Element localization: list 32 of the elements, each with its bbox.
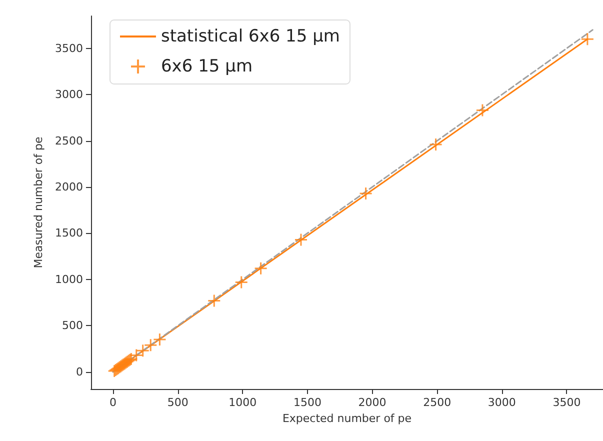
x-axis-title: Expected number of pe [282, 412, 412, 425]
x-tick-label: 500 [167, 396, 188, 409]
point [136, 344, 150, 358]
point [144, 338, 158, 352]
x-tick-label: 0 [110, 396, 117, 409]
y-tick-label: 500 [62, 319, 83, 332]
y-tick-label: 1500 [55, 226, 83, 240]
y-tick-label: 0 [76, 365, 83, 378]
point [476, 104, 490, 118]
x-tick-label: 1000 [228, 396, 257, 409]
point [429, 138, 443, 152]
point [207, 294, 221, 308]
legend-label: statistical 6x6 15 µm [160, 26, 340, 46]
point [234, 275, 248, 289]
point [130, 348, 144, 362]
y-tick-label: 2000 [55, 180, 83, 194]
x-tick-label: 3000 [488, 396, 516, 409]
point [580, 32, 594, 46]
y-tick-label: 2500 [55, 134, 83, 148]
y-tick-label: 3500 [55, 42, 83, 55]
point [152, 332, 166, 346]
point [254, 262, 268, 276]
x-tick-label: 1500 [293, 396, 322, 409]
point [294, 232, 308, 246]
y-axis-title: Measured number of pe [32, 136, 46, 268]
x-tick-label: 3500 [552, 396, 581, 409]
y-tick-label: 3000 [55, 88, 83, 102]
legend-label: 6x6 15 µm [160, 56, 253, 76]
x-tick-label: 2000 [358, 396, 386, 409]
y-tick-label: 1000 [55, 272, 83, 286]
x-tick-label: 2500 [423, 396, 452, 409]
point [359, 186, 373, 200]
